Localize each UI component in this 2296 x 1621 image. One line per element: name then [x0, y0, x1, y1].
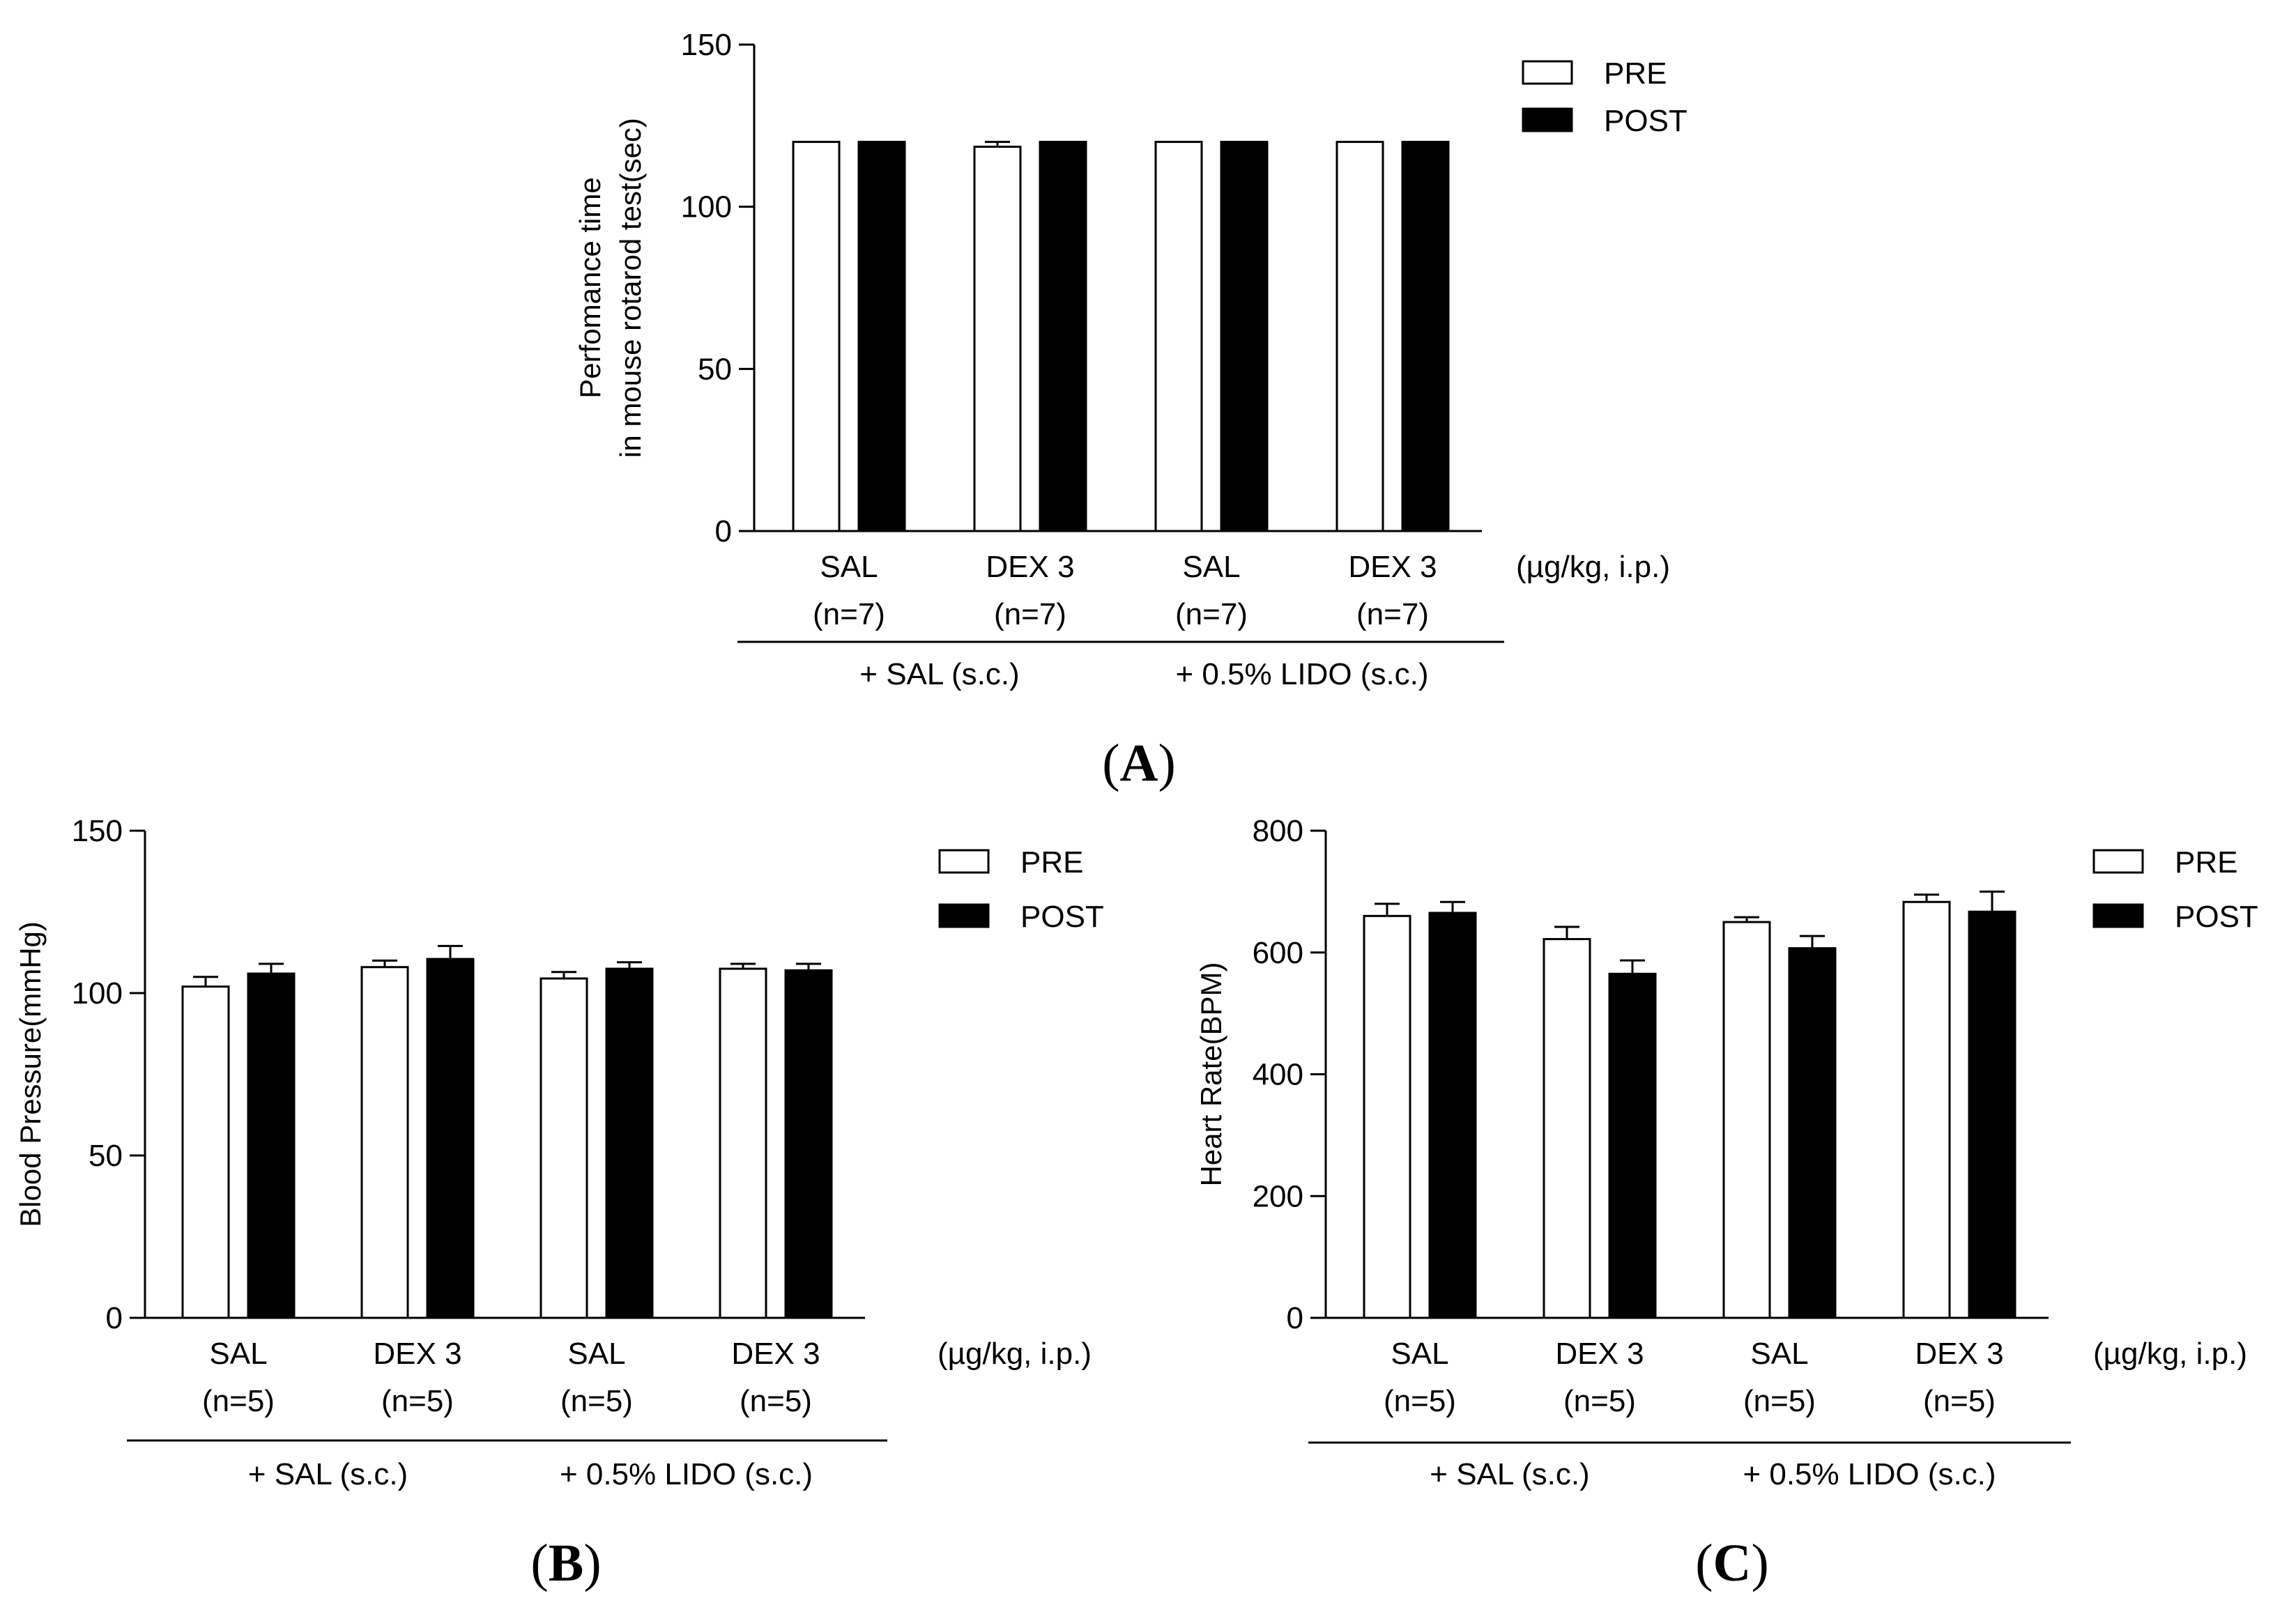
- x-tick-label: SAL: [567, 1337, 625, 1371]
- y-tick-label: 150: [681, 28, 732, 62]
- legend-swatch-post: [1522, 107, 1573, 132]
- bar-post: [1220, 141, 1269, 532]
- y-axis-label: Heart Rate(BPM): [1195, 962, 1227, 1186]
- group-label: + 0.5% LIDO (s.c.): [1743, 1457, 1996, 1491]
- x-tick-sample-size: (n=5): [202, 1384, 275, 1418]
- panel-label: (B): [530, 1534, 601, 1592]
- bar-post: [1428, 912, 1477, 1319]
- x-tick-label: DEX 3: [373, 1337, 461, 1371]
- x-tick-label: SAL: [1182, 550, 1240, 584]
- legend-swatch-pre: [2092, 849, 2144, 874]
- legend-label-post: POST: [2175, 900, 2258, 934]
- bar-post: [857, 141, 906, 532]
- bar-post: [247, 972, 296, 1319]
- bar-post: [1968, 910, 2016, 1319]
- x-tick-sample-size: (n=5): [381, 1384, 454, 1418]
- panel-label: (A): [1102, 734, 1176, 792]
- legend-swatch-post: [2092, 903, 2144, 928]
- group-label: + SAL (s.c.): [859, 657, 1019, 691]
- legend-swatch-pre: [1522, 60, 1573, 85]
- x-tick-sample-size: (n=7): [1356, 597, 1429, 631]
- bar-post: [1401, 141, 1450, 532]
- bar-pre: [181, 985, 230, 1319]
- y-tick-label: 600: [1253, 936, 1303, 970]
- bar-pre: [719, 967, 767, 1319]
- bar-pre: [1335, 141, 1384, 532]
- bar-post: [605, 967, 654, 1319]
- bar-pre: [1543, 938, 1591, 1319]
- y-tick-label: 100: [72, 976, 123, 1011]
- bar-post: [1039, 141, 1087, 532]
- y-tick-label: 150: [72, 814, 123, 848]
- y-tick-label: 400: [1253, 1058, 1303, 1092]
- x-tick-sample-size: (n=7): [1175, 597, 1248, 631]
- bar-pre: [1722, 921, 1771, 1319]
- x-tick-label: DEX 3: [731, 1337, 820, 1371]
- x-tick-sample-size: (n=5): [1923, 1384, 1996, 1418]
- x-tick-sample-size: (n=5): [1384, 1384, 1456, 1418]
- x-tick-label: DEX 3: [1555, 1337, 1644, 1371]
- y-tick-label: 100: [681, 190, 732, 224]
- y-axis-label: Perfomance time: [574, 177, 606, 398]
- chart-panel-c: 0 200 400 600 800 Heart Rate(BPM) SAL (n=5) DEX …: [1195, 814, 2258, 1592]
- x-tick-sample-size: (n=5): [1743, 1384, 1816, 1418]
- x-tick-sample-size: (n=5): [740, 1384, 812, 1418]
- bar-pre: [1363, 914, 1411, 1319]
- x-tick-sample-size: (n=7): [813, 597, 885, 631]
- panel-label: (C): [1695, 1534, 1769, 1592]
- legend-label-pre: PRE: [1020, 845, 1083, 879]
- y-tick-label: 0: [715, 514, 732, 548]
- bar-post: [1788, 947, 1837, 1319]
- chart-panel-a: 0 50 100 150 Perfomance time in mouse rotarod…: [574, 28, 1687, 792]
- bar-pre: [973, 146, 1022, 532]
- dose-unit-label: (µg/kg, i.p.): [937, 1337, 1092, 1371]
- x-tick-label: SAL: [1391, 1337, 1448, 1371]
- y-tick-label: 0: [106, 1301, 123, 1335]
- legend-label-pre: PRE: [1604, 56, 1667, 91]
- bar-pre: [539, 977, 588, 1319]
- x-tick-label: DEX 3: [986, 550, 1074, 584]
- y-tick-label: 200: [1253, 1179, 1303, 1213]
- group-label: + 0.5% LIDO (s.c.): [1175, 657, 1428, 691]
- x-tick-label: DEX 3: [1348, 550, 1437, 584]
- x-tick-label: SAL: [209, 1337, 267, 1371]
- y-tick-label: 50: [89, 1139, 123, 1173]
- bar-post: [426, 958, 475, 1319]
- y-tick-label: 800: [1253, 814, 1303, 848]
- x-tick-sample-size: (n=5): [560, 1384, 633, 1418]
- dose-unit-label: (µg/kg, i.p.): [1516, 550, 1670, 584]
- y-axis-label: Blood Pressure(mmHg): [14, 921, 47, 1227]
- legend-swatch-pre: [938, 849, 990, 874]
- x-tick-sample-size: (n=5): [1563, 1384, 1636, 1418]
- legend-label-pre: PRE: [2175, 845, 2237, 879]
- bar-pre: [360, 966, 409, 1319]
- group-label: + 0.5% LIDO (s.c.): [560, 1457, 813, 1491]
- x-tick-label: DEX 3: [1915, 1337, 2003, 1371]
- group-label: + SAL (s.c.): [248, 1457, 408, 1491]
- y-axis-label: in mouse rotarod test(sec): [614, 118, 647, 458]
- bar-post: [1608, 972, 1657, 1319]
- legend-swatch-post: [938, 903, 990, 928]
- bar-post: [784, 969, 833, 1319]
- y-tick-label: 50: [698, 352, 732, 386]
- x-tick-sample-size: (n=7): [994, 597, 1066, 631]
- x-tick-label: SAL: [820, 550, 878, 584]
- x-tick-label: SAL: [1750, 1337, 1808, 1371]
- bar-pre: [1154, 141, 1203, 532]
- y-tick-label: 0: [1287, 1301, 1303, 1335]
- dose-unit-label: (µg/kg, i.p.): [2093, 1337, 2247, 1371]
- legend-label-post: POST: [1604, 104, 1687, 138]
- group-label: + SAL (s.c.): [1430, 1457, 1589, 1491]
- bar-pre: [1902, 900, 1951, 1319]
- legend-label-post: POST: [1020, 900, 1104, 934]
- chart-panel-b: 0 50 100 150 Blood Pressure(mmHg) SAL (n=5) DEX…: [14, 814, 1104, 1592]
- bar-pre: [792, 141, 841, 532]
